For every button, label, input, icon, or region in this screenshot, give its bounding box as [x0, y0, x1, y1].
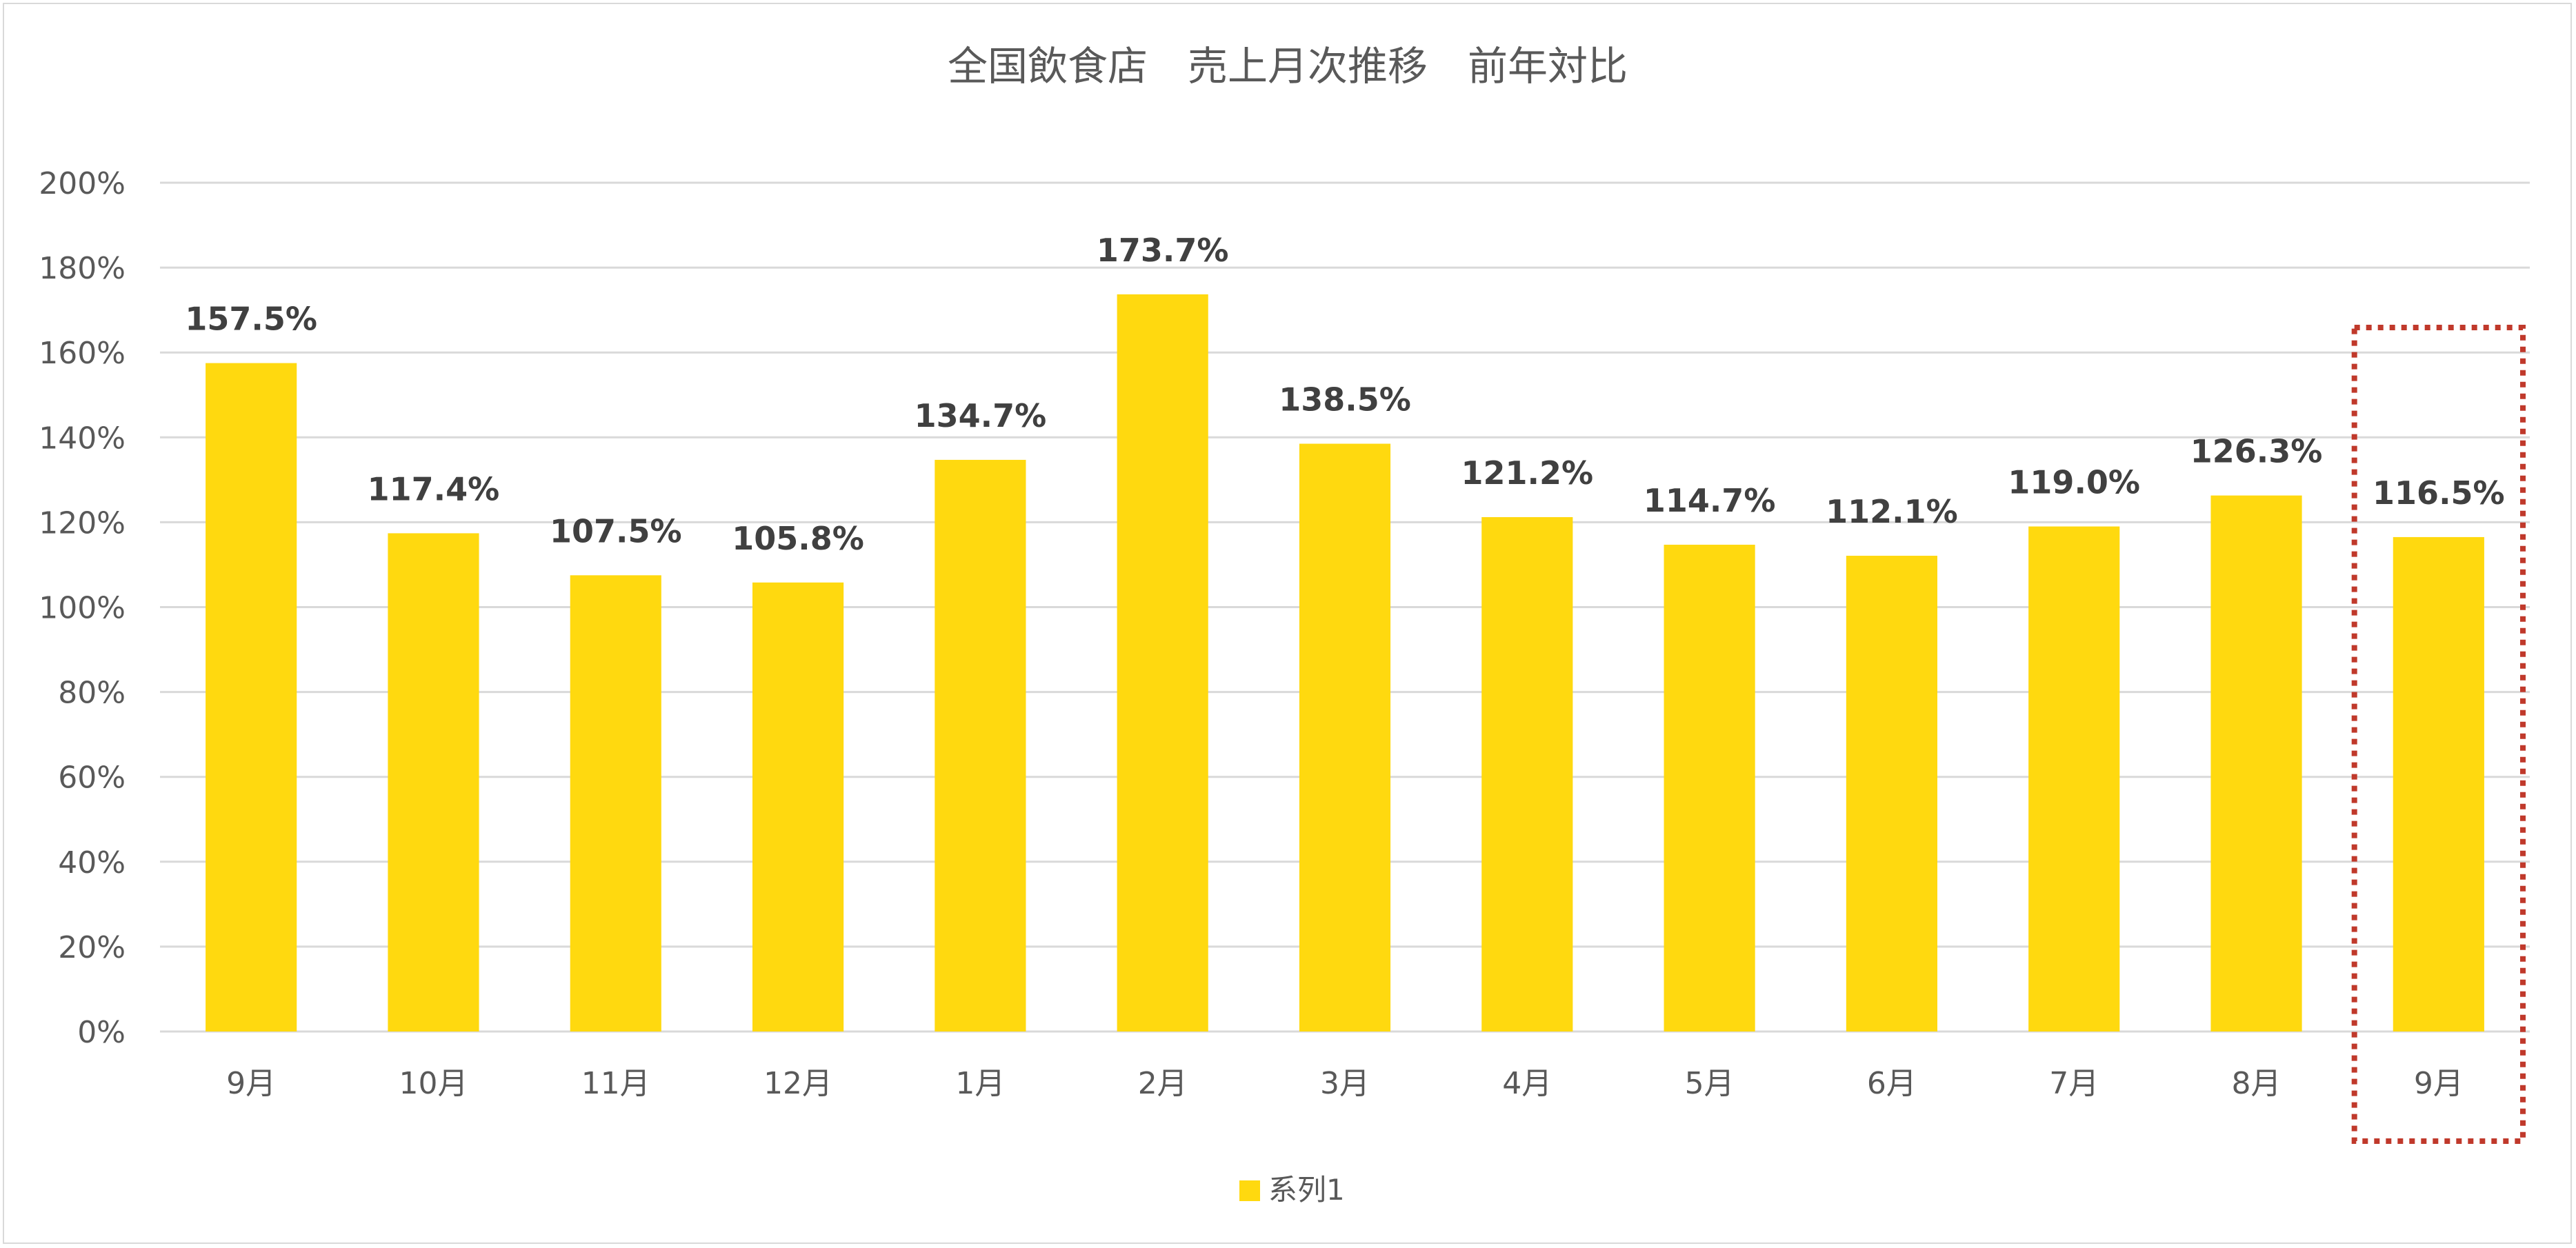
- data-label: 116.5%: [2373, 474, 2505, 512]
- x-tick-label: 8月: [2232, 1066, 2282, 1101]
- y-tick-label: 140%: [39, 421, 126, 456]
- data-label: 114.7%: [1644, 482, 1776, 519]
- x-tick-label: 10月: [399, 1066, 468, 1101]
- x-tick-label: 3月: [1320, 1066, 1370, 1101]
- x-tick-label: 11月: [581, 1066, 650, 1101]
- x-tick-label: 1月: [955, 1066, 1005, 1101]
- y-tick-label: 100%: [39, 591, 126, 626]
- data-label: 112.1%: [1826, 493, 1958, 530]
- y-tick-label: 80%: [58, 676, 126, 711]
- x-tick-label: 6月: [1867, 1066, 1917, 1101]
- bar: [1299, 443, 1391, 1031]
- x-tick-label: 9月: [226, 1066, 276, 1101]
- y-tick-label: 20%: [58, 930, 126, 965]
- legend[interactable]: 系列1: [1239, 1173, 1345, 1207]
- y-tick-label: 40%: [58, 845, 126, 880]
- data-label: 134.7%: [915, 397, 1047, 434]
- gridlines: [160, 181, 2530, 1033]
- bars: [206, 294, 2484, 1032]
- data-label: 157.5%: [185, 301, 317, 338]
- data-label: 138.5%: [1279, 381, 1411, 419]
- x-tick-label: 2月: [1138, 1066, 1188, 1101]
- data-labels: 157.5% 117.4% 107.5% 105.8% 134.7% 173.7% 138.…: [185, 232, 2504, 557]
- bar: [206, 363, 297, 1031]
- bar: [2393, 536, 2484, 1031]
- highlight-box: [2351, 325, 2526, 1144]
- bar: [1481, 517, 1573, 1031]
- data-label: 173.7%: [1097, 232, 1229, 269]
- x-tick-label: 5月: [1685, 1066, 1735, 1101]
- y-tick-label: 160%: [39, 336, 126, 371]
- x-tick-label: 7月: [2049, 1066, 2099, 1101]
- y-tick-label: 60%: [58, 761, 126, 796]
- x-axis-ticks: 9月 10月 11月 12月 1月 2月 3月 4月 5月 6月 7月 8月 9月: [226, 1066, 2464, 1101]
- bar: [935, 459, 1026, 1031]
- bar: [1117, 294, 1208, 1032]
- y-tick-label: 0%: [77, 1015, 126, 1050]
- data-label: 107.5%: [550, 512, 682, 550]
- bar: [2028, 526, 2120, 1031]
- legend-swatch: [1239, 1180, 1260, 1201]
- data-label: 121.2%: [1461, 454, 1594, 492]
- bar: [1846, 556, 1937, 1031]
- data-label: 117.4%: [368, 470, 500, 507]
- chart-title: 全国飲食店 売上月次推移 前年対比: [948, 43, 1628, 90]
- bar: [1664, 545, 1755, 1031]
- bar: [2210, 495, 2302, 1031]
- y-tick-label: 180%: [39, 251, 126, 286]
- x-tick-label: 4月: [1502, 1066, 1552, 1101]
- bar: [388, 533, 479, 1031]
- data-label: 105.8%: [732, 520, 864, 557]
- x-tick-label: 9月: [2414, 1066, 2464, 1101]
- legend-label: 系列1: [1268, 1173, 1345, 1207]
- highlight-box-group: [2351, 325, 2526, 1144]
- y-tick-label: 120%: [39, 505, 126, 541]
- x-tick-label: 12月: [763, 1066, 832, 1101]
- bar: [752, 582, 844, 1031]
- y-axis-ticks: 0% 20% 40% 60% 80% 100% 120% 140% 160% 180% 200%: [39, 166, 126, 1050]
- bar: [570, 575, 661, 1031]
- y-tick-label: 200%: [39, 166, 126, 201]
- data-label: 126.3%: [2190, 433, 2323, 470]
- data-label: 119.0%: [2008, 464, 2140, 501]
